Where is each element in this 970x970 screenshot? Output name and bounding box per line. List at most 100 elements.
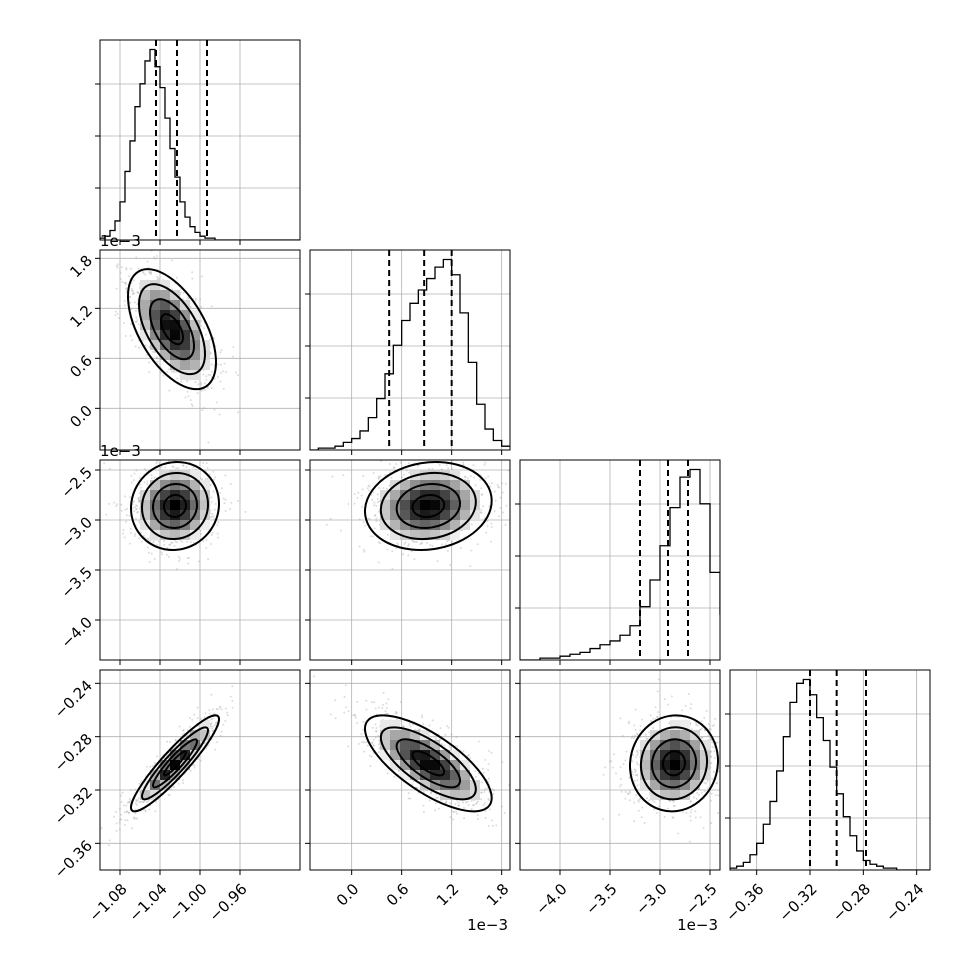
- density-cell: [180, 310, 190, 320]
- sample-point: [446, 539, 449, 542]
- density-cell: [140, 780, 150, 790]
- sample-point: [694, 816, 697, 819]
- sample-point: [156, 275, 159, 278]
- sample-point: [452, 811, 455, 814]
- density-cell: [400, 530, 410, 540]
- sample-point: [235, 371, 238, 374]
- pair-panel-p2-p3: −4.0 −3.5 −3.0 −2.51e−3: [515, 669, 721, 934]
- sample-point: [115, 504, 118, 507]
- sample-point: [489, 485, 492, 488]
- sample-point: [120, 503, 123, 506]
- sample-point: [469, 756, 472, 759]
- density-cell: [410, 760, 420, 770]
- sample-point: [118, 807, 121, 810]
- sample-point: [449, 564, 452, 567]
- sample-point: [165, 553, 168, 556]
- sample-point: [387, 533, 390, 536]
- sample-point: [397, 544, 400, 547]
- sample-point: [475, 801, 478, 804]
- density-cell: [190, 480, 200, 490]
- sample-point: [378, 486, 381, 489]
- sample-point: [211, 729, 214, 732]
- sample-point: [485, 531, 488, 534]
- sample-point: [153, 476, 156, 479]
- sample-point: [160, 551, 163, 554]
- sample-point: [474, 770, 477, 773]
- density-cell: [430, 780, 440, 790]
- sample-point: [469, 565, 472, 568]
- y-tick-label: −0.28: [51, 730, 96, 775]
- sample-point: [136, 319, 139, 322]
- sample-point: [356, 496, 359, 499]
- sample-point: [377, 561, 380, 564]
- sample-point: [188, 725, 191, 728]
- density-cell: [460, 760, 470, 770]
- sample-point: [399, 701, 402, 704]
- density-cell: [180, 760, 190, 770]
- sample-point: [421, 716, 424, 719]
- sample-point: [481, 767, 484, 770]
- sample-point: [220, 487, 223, 490]
- sample-point: [457, 801, 460, 804]
- sample-point: [124, 520, 127, 523]
- sample-point: [156, 755, 159, 758]
- density-cell: [400, 490, 410, 500]
- sample-point: [354, 714, 357, 717]
- sample-point: [182, 779, 185, 782]
- sample-point: [217, 375, 220, 378]
- density-cell: [410, 490, 420, 500]
- sample-point: [147, 551, 150, 554]
- sample-point: [138, 499, 141, 502]
- sample-point: [157, 277, 160, 280]
- sample-point: [388, 463, 391, 466]
- sample-point: [430, 452, 432, 454]
- sample-point: [211, 725, 214, 728]
- density-cell: [160, 530, 170, 540]
- sample-point: [413, 780, 416, 783]
- sample-point: [402, 725, 405, 728]
- density-cell: [380, 510, 390, 520]
- density-cell: [140, 300, 150, 310]
- sample-point: [129, 800, 132, 803]
- sample-point: [136, 303, 139, 306]
- sample-point: [443, 744, 446, 747]
- density-cell: [160, 340, 170, 350]
- sample-point: [161, 553, 164, 556]
- sample-point: [154, 810, 157, 813]
- sample-point: [446, 550, 449, 553]
- sample-point: [366, 744, 369, 747]
- sample-point: [182, 464, 185, 467]
- panel-frame: [309, 669, 511, 871]
- sample-point: [120, 509, 123, 512]
- sample-point: [444, 802, 447, 805]
- sample-point: [135, 316, 138, 319]
- density-cell: [430, 500, 440, 510]
- sample-point: [409, 797, 412, 800]
- density-cell: [170, 300, 180, 310]
- sample-point: [181, 733, 184, 736]
- density-cell: [460, 510, 470, 520]
- sample-point: [207, 558, 210, 561]
- sample-point: [205, 740, 208, 743]
- sample-point: [144, 273, 147, 276]
- sample-point: [462, 750, 465, 753]
- sample-point: [148, 270, 151, 273]
- density-cell: [180, 530, 190, 540]
- sample-point: [444, 733, 447, 736]
- density-cell: [170, 310, 180, 320]
- sample-point: [148, 560, 151, 563]
- sample-point: [146, 482, 149, 485]
- sample-point: [484, 788, 487, 791]
- density-cell: [150, 780, 160, 790]
- sample-point: [395, 710, 398, 713]
- density-cell: [150, 530, 160, 540]
- sample-point: [155, 255, 158, 258]
- sample-point: [412, 540, 415, 543]
- sample-point: [216, 708, 219, 711]
- y-tick-label: 1.2: [66, 302, 96, 332]
- density-cell: [190, 370, 200, 380]
- sample-point: [390, 476, 393, 479]
- sample-point: [409, 725, 412, 728]
- sample-point: [372, 744, 375, 747]
- sample-point: [228, 508, 231, 511]
